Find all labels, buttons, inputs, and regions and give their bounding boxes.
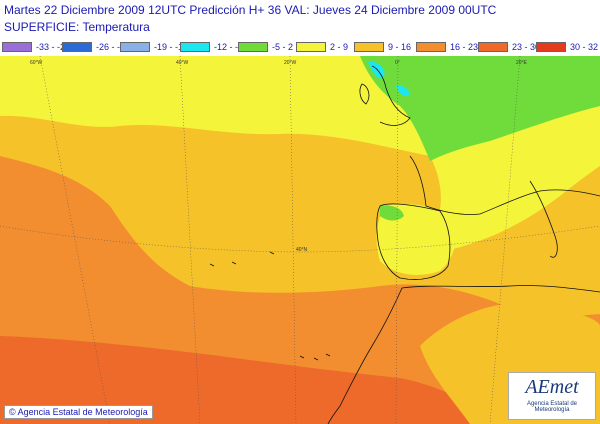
italy-coast bbox=[529, 180, 558, 258]
copyright-credit: © Agencia Estatal de Meteorología bbox=[4, 405, 153, 419]
zone-minus5-2 bbox=[360, 56, 600, 161]
legend-swatch bbox=[478, 42, 508, 52]
france-med-coast bbox=[409, 155, 600, 215]
legend-item: -19 - -12 bbox=[120, 40, 188, 54]
legend-label: -19 - -12 bbox=[154, 42, 189, 52]
legend-label: -33 - -26 bbox=[36, 42, 71, 52]
legend-swatch bbox=[62, 42, 92, 52]
legend-item: 23 - 30 bbox=[478, 40, 540, 54]
azores bbox=[209, 251, 275, 267]
legend-swatch bbox=[238, 42, 268, 52]
legend-label: 2 - 9 bbox=[330, 42, 349, 52]
coastlines bbox=[209, 65, 600, 424]
legend-label: 16 - 23 bbox=[450, 42, 479, 52]
legend-swatch bbox=[2, 42, 32, 52]
forecast-header: Martes 22 Diciembre 2009 12UTC Predicció… bbox=[4, 3, 497, 17]
legend-item: -12 - -5 bbox=[180, 40, 243, 54]
zone-23-30 bbox=[0, 336, 490, 424]
north-africa-coast bbox=[401, 285, 600, 293]
zone-iberia bbox=[376, 204, 457, 275]
legend-swatch bbox=[180, 42, 210, 52]
zone-minus12-minus5-b bbox=[396, 85, 410, 96]
lon-label-0: 0° bbox=[395, 60, 400, 66]
legend-label: 23 - 30 bbox=[512, 42, 541, 52]
legend-item: -33 - -26 bbox=[2, 40, 70, 54]
legend-swatch bbox=[120, 42, 150, 52]
legend-swatch bbox=[296, 42, 326, 52]
lon-label-20e: 20°E bbox=[516, 60, 528, 66]
legend-item: -5 - 2 bbox=[238, 40, 293, 54]
legend-item: 9 - 16 bbox=[354, 40, 411, 54]
color-legend: -33 - -26 -26 - -19 -19 - -12 -12 - -5 -… bbox=[0, 40, 600, 54]
meridian-0 bbox=[395, 56, 399, 424]
meridian-60w bbox=[39, 56, 111, 424]
canary-islands bbox=[299, 353, 331, 361]
legend-label: -5 - 2 bbox=[272, 42, 294, 52]
lat-label-40n: 40°N bbox=[296, 247, 308, 253]
west-africa-coast bbox=[327, 287, 403, 424]
legend-label: -26 - -19 bbox=[96, 42, 131, 52]
legend-swatch bbox=[416, 42, 446, 52]
meridian-20w bbox=[289, 56, 297, 424]
legend-label: -12 - -5 bbox=[214, 42, 244, 52]
lon-label-20w: 20°W bbox=[284, 60, 297, 66]
legend-item: 16 - 23 bbox=[416, 40, 478, 54]
lon-label-60w: 60°W bbox=[30, 60, 43, 66]
aemet-logo: AEmet Agencia Estatal de Meteorología bbox=[508, 372, 596, 420]
logo-title: AEmet bbox=[525, 376, 579, 398]
legend-item: 30 - 32 bbox=[536, 40, 598, 54]
temperature-map[interactable]: 60°W 40°W 20°W 0° 20°E 40°N bbox=[0, 56, 600, 424]
legend-item: 2 - 9 bbox=[296, 40, 348, 54]
graticule bbox=[0, 56, 600, 424]
uk-coast bbox=[371, 65, 411, 126]
field-title: SUPERFICIE: Temperatura bbox=[4, 20, 150, 34]
graticule-labels: 60°W 40°W 20°W 0° 20°E 40°N bbox=[30, 60, 528, 253]
legend-item: -26 - -19 bbox=[62, 40, 130, 54]
ireland-coast bbox=[359, 83, 370, 105]
iberia-coast bbox=[376, 203, 451, 280]
legend-label: 30 - 32 bbox=[570, 42, 599, 52]
legend-label: 9 - 16 bbox=[388, 42, 412, 52]
zone-minus5-2-iberia bbox=[380, 205, 404, 221]
legend-swatch bbox=[354, 42, 384, 52]
lon-label-40w: 40°W bbox=[176, 60, 189, 66]
logo-subtitle: Agencia Estatal de Meteorología bbox=[526, 401, 578, 413]
legend-swatch bbox=[536, 42, 566, 52]
